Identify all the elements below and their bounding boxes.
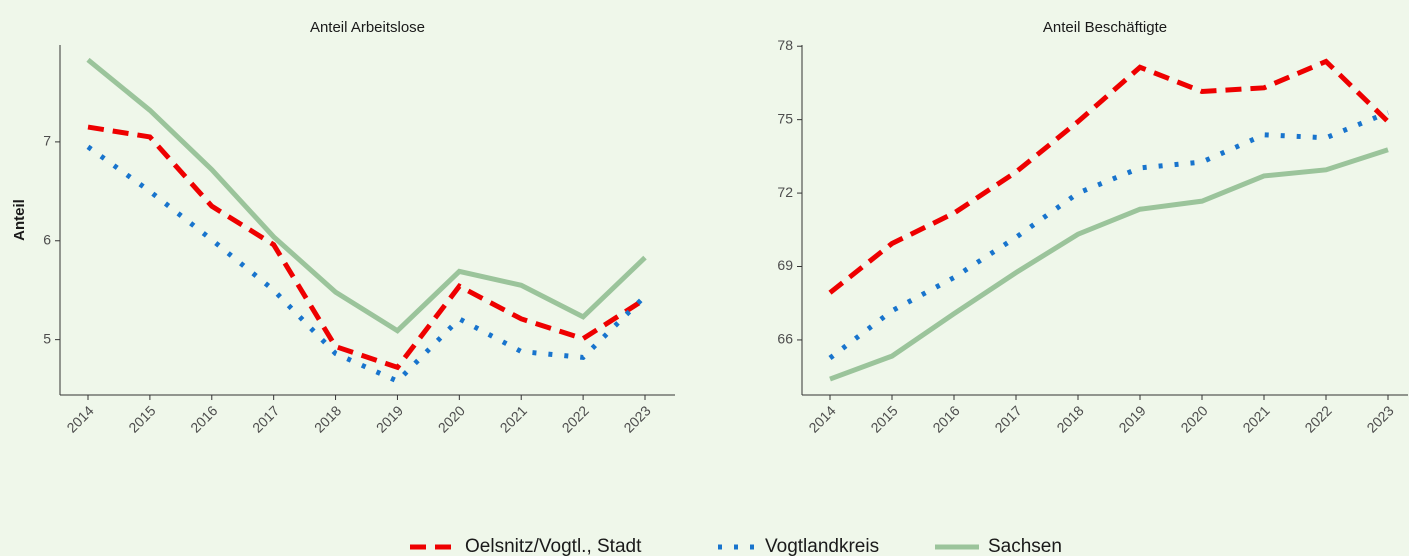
x-tick-label: 2021 xyxy=(1239,402,1272,435)
x-tick-label: 2014 xyxy=(805,402,838,435)
series-line xyxy=(86,144,647,385)
x-tick-label: 2019 xyxy=(373,402,406,435)
series-line xyxy=(829,147,1389,382)
x-tick-label: 2020 xyxy=(1177,402,1210,435)
x-tick-label: 2020 xyxy=(435,402,468,435)
y-tick-label: 6 xyxy=(43,231,51,247)
x-tick-label: 2018 xyxy=(311,402,344,435)
x-tick-label: 2017 xyxy=(249,402,282,435)
x-tick-label: 2016 xyxy=(929,402,962,435)
x-tick-label: 2023 xyxy=(620,402,653,435)
x-tick-label: 2015 xyxy=(125,402,158,435)
y-tick-label: 7 xyxy=(43,133,51,149)
series-line xyxy=(86,57,647,334)
series-line xyxy=(828,110,1389,361)
legend-label: Sachsen xyxy=(988,536,1062,556)
y-tick-label: 5 xyxy=(43,330,51,346)
x-tick-label: 2021 xyxy=(497,402,530,435)
x-tick-label: 2022 xyxy=(1301,402,1334,435)
x-tick-label: 2018 xyxy=(1053,402,1086,435)
x-tick-label: 2019 xyxy=(1115,402,1148,435)
series-line xyxy=(828,58,1390,295)
x-tick-label: 2015 xyxy=(867,402,900,435)
chart-title: Anteil Arbeitslose xyxy=(310,19,425,36)
y-axis-label: Anteil xyxy=(11,199,28,241)
y-tick-label: 75 xyxy=(777,110,793,126)
x-tick-label: 2023 xyxy=(1363,402,1396,435)
x-tick-label: 2014 xyxy=(63,402,96,435)
y-tick-label: 66 xyxy=(777,331,793,347)
x-tick-label: 2017 xyxy=(991,402,1024,435)
x-tick-label: 2022 xyxy=(559,402,592,435)
legend-label: Vogtlandkreis xyxy=(765,536,879,556)
series-line xyxy=(87,124,647,371)
y-tick-label: 78 xyxy=(777,37,793,53)
y-tick-label: 72 xyxy=(777,184,793,200)
chart-title: Anteil Beschäftigte xyxy=(1043,19,1167,36)
y-tick-label: 69 xyxy=(777,257,793,273)
legend-label: Oelsnitz/Vogtl., Stadt xyxy=(465,536,642,556)
x-tick-label: 2016 xyxy=(187,402,220,435)
